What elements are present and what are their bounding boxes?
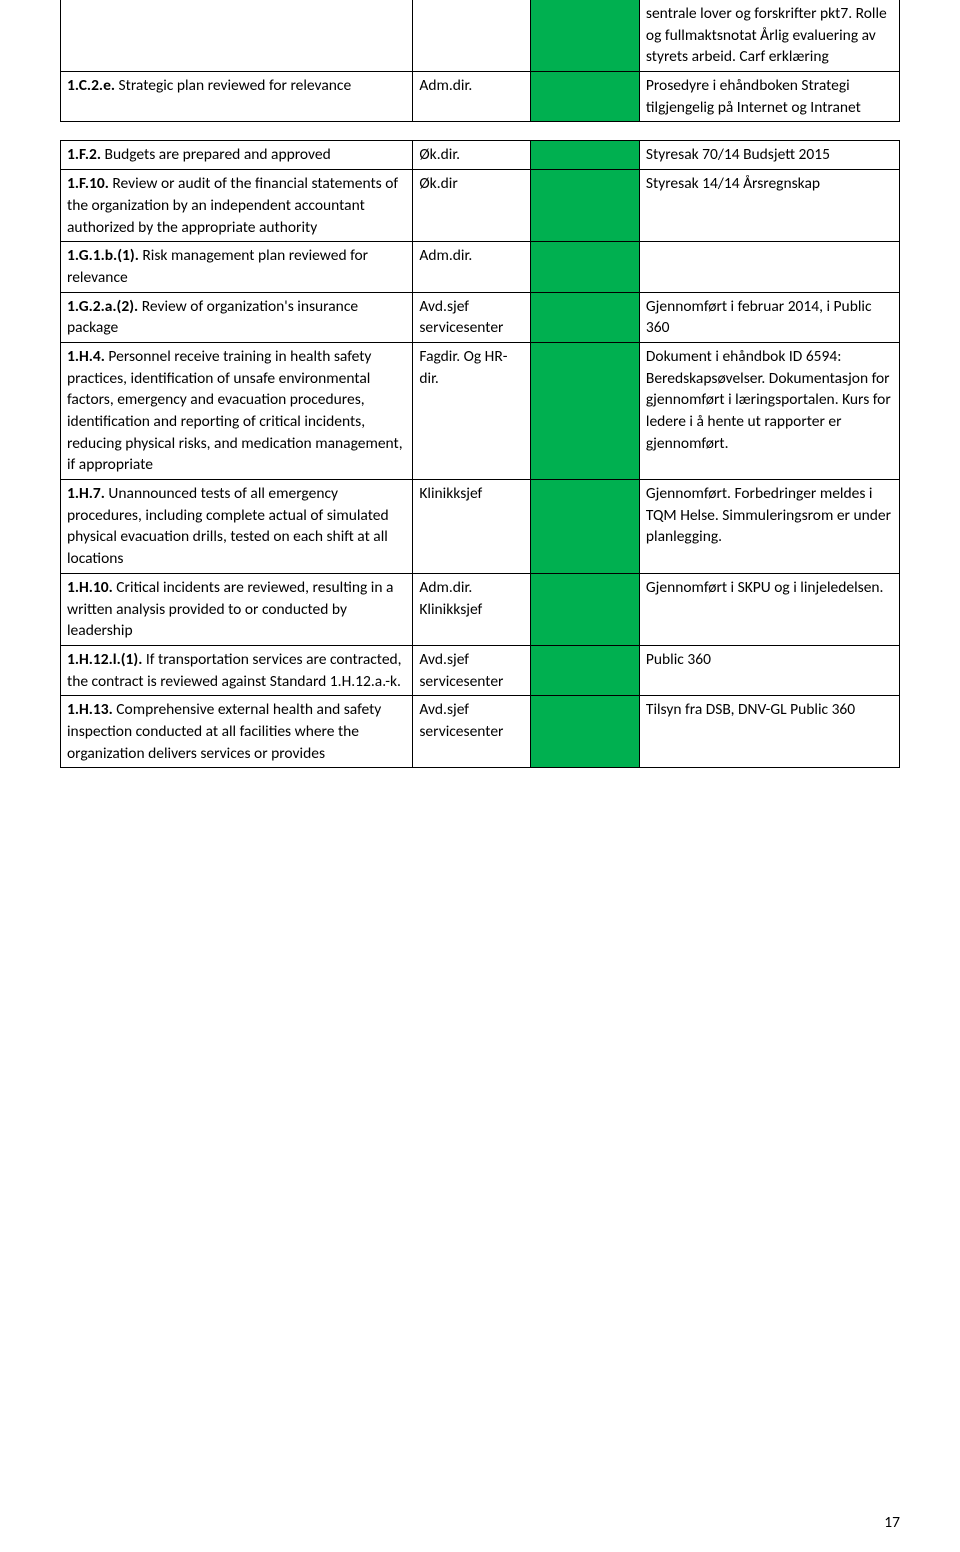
- standard-code: 1.G.2.a.(2).: [67, 297, 138, 316]
- table-row: 1.H.13. Comprehensive external health an…: [61, 696, 900, 768]
- status-cell: [530, 170, 639, 242]
- standards-table-top: sentrale lover og forskrifter pkt7. Roll…: [60, 0, 900, 122]
- standard-cell: 1.G.2.a.(2). Review of organization's in…: [61, 292, 413, 342]
- page-number: 17: [884, 1513, 900, 1532]
- comment-cell: sentrale lover og forskrifter pkt7. Roll…: [639, 0, 899, 72]
- standard-cell: 1.F.10. Review or audit of the financial…: [61, 170, 413, 242]
- comment-cell: [639, 242, 899, 292]
- status-cell: [530, 242, 639, 292]
- standard-description: Unannounced tests of all emergency proce…: [67, 484, 389, 568]
- standard-code: 1.C.2.e.: [67, 76, 115, 95]
- comment-cell: Gjennomført. Forbedringer meldes i TQM H…: [639, 480, 899, 574]
- comment-cell: Styresak 14/14 Årsregnskap: [639, 170, 899, 242]
- responsible-cell: Øk.dir: [413, 170, 530, 242]
- status-cell: [530, 0, 639, 72]
- standard-cell: 1.C.2.e. Strategic plan reviewed for rel…: [61, 72, 413, 122]
- table-gap: [60, 122, 900, 140]
- standard-code: 1.H.7.: [67, 484, 105, 503]
- table-row: 1.G.2.a.(2). Review of organization's in…: [61, 292, 900, 342]
- comment-cell: Gjennomført i februar 2014, i Public 360: [639, 292, 899, 342]
- status-cell: [530, 645, 639, 695]
- responsible-cell: [413, 0, 530, 72]
- comment-cell: Gjennomført i SKPU og i linjeledelsen.: [639, 573, 899, 645]
- responsible-cell: Øk.dir.: [413, 141, 530, 170]
- standard-code: 1.G.1.b.(1).: [67, 246, 139, 265]
- table-row: 1.F.2. Budgets are prepared and approved…: [61, 141, 900, 170]
- table-row: 1.F.10. Review or audit of the financial…: [61, 170, 900, 242]
- standard-cell: 1.G.1.b.(1). Risk management plan review…: [61, 242, 413, 292]
- standard-description: Strategic plan reviewed for relevance: [115, 76, 351, 95]
- status-cell: [530, 292, 639, 342]
- standard-cell: 1.H.12.l.(1). If transportation services…: [61, 645, 413, 695]
- responsible-cell: Fagdir. Og HR-dir.: [413, 342, 530, 479]
- status-cell: [530, 342, 639, 479]
- standard-description: Review or audit of the financial stateme…: [67, 174, 398, 236]
- standard-code: 1.H.10.: [67, 578, 113, 597]
- status-cell: [530, 696, 639, 768]
- standard-code: 1.H.13.: [67, 700, 113, 719]
- status-cell: [530, 480, 639, 574]
- standard-cell: 1.H.13. Comprehensive external health an…: [61, 696, 413, 768]
- standards-table-bottom: 1.F.2. Budgets are prepared and approved…: [60, 140, 900, 768]
- standard-cell: [61, 0, 413, 72]
- comment-cell: Tilsyn fra DSB, DNV-GL Public 360: [639, 696, 899, 768]
- standard-code: 1.H.12.l.(1).: [67, 650, 142, 669]
- standard-description: Budgets are prepared and approved: [101, 145, 331, 164]
- comment-cell: Styresak 70/14 Budsjett 2015: [639, 141, 899, 170]
- standard-code: 1.H.4.: [67, 347, 105, 366]
- table-row: 1.H.7. Unannounced tests of all emergenc…: [61, 480, 900, 574]
- responsible-cell: Adm.dir.: [413, 72, 530, 122]
- document-page: sentrale lover og forskrifter pkt7. Roll…: [0, 0, 960, 1552]
- comment-cell: Public 360: [639, 645, 899, 695]
- standard-cell: 1.H.4. Personnel receive training in hea…: [61, 342, 413, 479]
- responsible-cell: Avd.sjef servicesenter: [413, 645, 530, 695]
- responsible-cell: Adm.dir.: [413, 242, 530, 292]
- responsible-cell: Klinikksjef: [413, 480, 530, 574]
- table-row: 1.G.1.b.(1). Risk management plan review…: [61, 242, 900, 292]
- standard-description: Critical incidents are reviewed, resulti…: [67, 578, 393, 640]
- comment-cell: Dokument i ehåndbok ID 6594: Beredskapsø…: [639, 342, 899, 479]
- standard-cell: 1.H.10. Critical incidents are reviewed,…: [61, 573, 413, 645]
- status-cell: [530, 573, 639, 645]
- status-cell: [530, 72, 639, 122]
- standard-description: Personnel receive training in health saf…: [67, 347, 403, 474]
- comment-cell: Prosedyre i ehåndboken Strategi tilgjeng…: [639, 72, 899, 122]
- table-row: sentrale lover og forskrifter pkt7. Roll…: [61, 0, 900, 72]
- table-row: 1.C.2.e. Strategic plan reviewed for rel…: [61, 72, 900, 122]
- standard-code: 1.F.10.: [67, 174, 109, 193]
- standard-cell: 1.F.2. Budgets are prepared and approved: [61, 141, 413, 170]
- status-cell: [530, 141, 639, 170]
- standard-cell: 1.H.7. Unannounced tests of all emergenc…: [61, 480, 413, 574]
- table-row: 1.H.4. Personnel receive training in hea…: [61, 342, 900, 479]
- responsible-cell: Avd.sjef servicesenter: [413, 696, 530, 768]
- responsible-cell: Adm.dir. Klinikksjef: [413, 573, 530, 645]
- standard-code: 1.F.2.: [67, 145, 101, 164]
- responsible-cell: Avd.sjef servicesenter: [413, 292, 530, 342]
- standard-description: Comprehensive external health and safety…: [67, 700, 381, 762]
- table-row: 1.H.10. Critical incidents are reviewed,…: [61, 573, 900, 645]
- table-row: 1.H.12.l.(1). If transportation services…: [61, 645, 900, 695]
